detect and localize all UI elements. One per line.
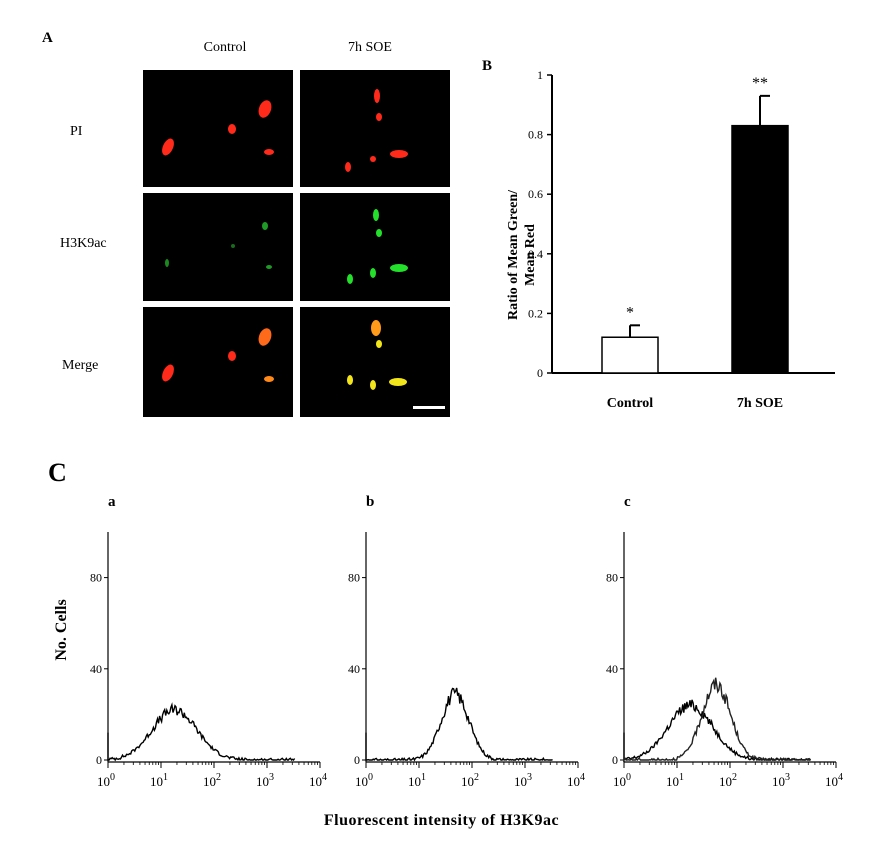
bar-ytick-label: 0: [537, 366, 543, 380]
histogram-b: 0 40 80 100 101 102 103 104: [348, 532, 585, 789]
row-label-merge: Merge: [62, 358, 99, 373]
micrograph-control-merge: [143, 307, 293, 417]
subpanel-c-letter: c: [624, 494, 631, 510]
row-label-h3k9ac: H3K9ac: [60, 236, 107, 251]
histogram-c: 0 40 80 100 101 102 103 104: [606, 532, 843, 789]
bar-7h-soe: [731, 124, 789, 374]
hist-ytick-label: 40: [348, 662, 360, 676]
hist-curve: [107, 702, 296, 762]
hist-ytick-label: 0: [96, 753, 102, 767]
panel-c-letter: C: [48, 458, 67, 487]
bar-significance: *: [626, 304, 634, 321]
histogram-xlabel: Fluorescent intensity of H3K9ac: [323, 812, 560, 829]
hist-xtick-label: 104: [825, 772, 843, 789]
bar-control: [601, 336, 659, 374]
hist-ytick-label: 0: [354, 753, 360, 767]
hist-ytick-label: 80: [90, 571, 102, 585]
hist-xtick-label: 102: [203, 772, 221, 789]
hist-xtick-label: 101: [408, 772, 426, 789]
hist-xtick-label: 104: [309, 772, 327, 789]
bar-ylabel-line1: Ratio of Mean Green/: [506, 189, 521, 320]
bar-ytick-label: 0.4: [528, 247, 543, 261]
micrograph-soe-h3k9ac: [300, 193, 450, 301]
bar-ytick-label: 0.6: [528, 187, 543, 201]
micrograph-control-h3k9ac: [143, 193, 293, 301]
subpanel-b-letter: b: [366, 494, 375, 510]
histogram-ylabel: No. Cells: [53, 599, 70, 660]
hist-xtick-label: 104: [567, 772, 585, 789]
hist-xtick-label: 100: [613, 772, 631, 789]
scale-bar: [413, 406, 445, 409]
hist-ytick-label: 80: [348, 571, 360, 585]
subpanel-a-letter: a: [108, 494, 116, 510]
col-label-control: Control: [203, 40, 247, 55]
hist-xtick-label: 101: [150, 772, 168, 789]
hist-curve: [623, 699, 811, 763]
panel-b-letter: B: [482, 58, 493, 74]
histogram-a: 0 40 80 100 101 102 103 104: [90, 532, 327, 789]
micrograph-soe-pi: [300, 70, 450, 187]
bar-chart: Ratio of Mean Green/ Mean Red 0 0.2 0.4 0.6…: [506, 68, 835, 411]
hist-xtick-label: 100: [355, 772, 373, 789]
histogram-ylabel-text: No. Cells: [53, 599, 70, 660]
hist-xtick-label: 103: [256, 772, 274, 789]
hist-ytick-label: 0: [612, 753, 618, 767]
hist-xtick-label: 102: [461, 772, 479, 789]
hist-curve: [365, 687, 553, 762]
bar-category-label: Control: [607, 396, 654, 411]
row-label-pi: PI: [70, 124, 83, 139]
bar-ytick-label: 0.2: [528, 306, 543, 320]
hist-xtick-label: 101: [666, 772, 684, 789]
hist-xtick-label: 102: [719, 772, 737, 789]
bar-ylabel-line2: Mean Red: [523, 224, 538, 286]
bar-category-label: 7h SOE: [737, 396, 783, 411]
panel-a-letter: A: [42, 30, 53, 46]
hist-curve: [623, 677, 812, 763]
hist-xtick-label: 103: [772, 772, 790, 789]
hist-xtick-label: 103: [514, 772, 532, 789]
bar-significance: **: [752, 75, 768, 92]
bar-ytick-label: 0.8: [528, 128, 543, 142]
hist-ytick-label: 40: [90, 662, 102, 676]
hist-ytick-label: 80: [606, 571, 618, 585]
micrograph-control-pi-svg: [162, 100, 274, 156]
col-label-7h-soe: 7h SOE: [348, 40, 392, 55]
micrograph-soe-merge: [300, 307, 450, 417]
bar-ytick-label: 1: [537, 68, 543, 82]
micrograph-control-pi: [143, 70, 293, 187]
hist-xtick-label: 100: [97, 772, 115, 789]
hist-ytick-label: 40: [606, 662, 618, 676]
